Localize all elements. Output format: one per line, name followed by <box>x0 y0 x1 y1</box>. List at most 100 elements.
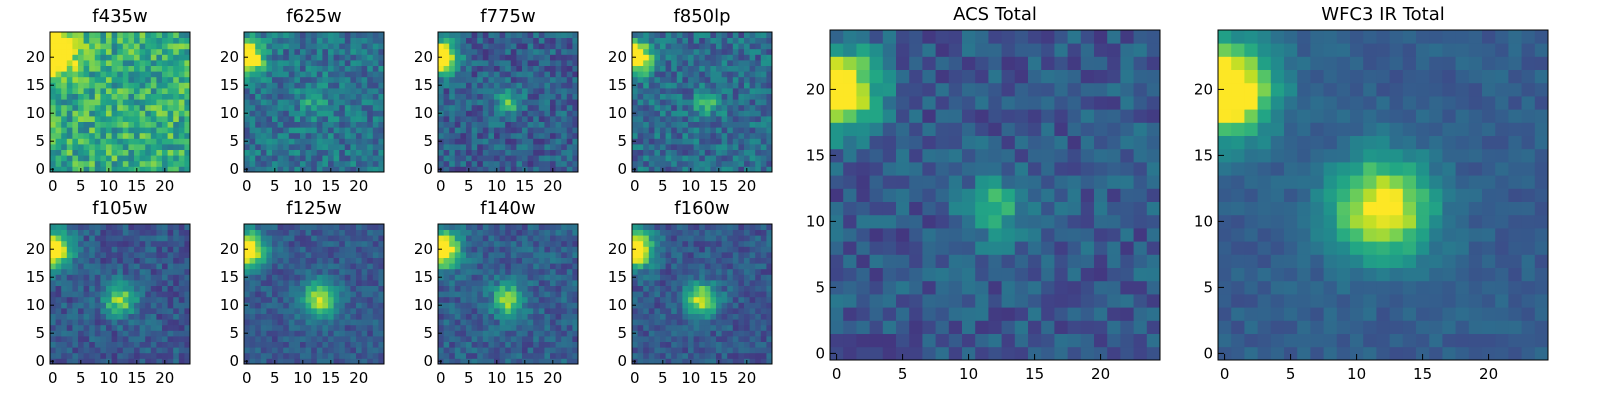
heatmap-cell <box>721 308 728 314</box>
heatmap-cell <box>710 285 717 292</box>
heatmap-cell <box>527 71 534 78</box>
heatmap-cell <box>632 296 638 303</box>
heatmap-cell <box>162 104 168 111</box>
heatmap-cell <box>749 144 756 150</box>
heatmap-cell <box>682 88 689 94</box>
heatmap-cell <box>294 32 301 38</box>
heatmap-cell <box>499 160 506 167</box>
heatmap-cell <box>173 155 180 162</box>
heatmap-cell <box>533 110 540 117</box>
heatmap-cell <box>106 246 112 253</box>
heatmap-cell <box>510 127 517 134</box>
heatmap-cell <box>738 121 745 128</box>
heatmap-cell <box>550 93 556 100</box>
heatmap-cell <box>732 71 739 78</box>
heatmap-cell <box>721 347 728 354</box>
heatmap-cell <box>654 144 661 150</box>
heatmap-cell <box>710 336 717 342</box>
heatmap-cell <box>505 229 512 236</box>
heatmap-cell <box>738 268 745 275</box>
heatmap-cell <box>721 302 728 309</box>
heatmap-cell <box>438 132 444 139</box>
heatmap-cell <box>294 347 301 354</box>
heatmap-cell <box>544 229 551 236</box>
heatmap-cell <box>561 352 568 359</box>
heatmap-cell <box>482 252 489 258</box>
heatmap-cell <box>744 268 750 275</box>
heatmap-cell <box>721 93 728 100</box>
heatmap-cell <box>361 43 368 50</box>
heatmap-cell <box>654 48 661 55</box>
heatmap-cell <box>134 324 140 331</box>
heatmap-cell <box>505 99 512 106</box>
heatmap-cell <box>111 37 118 44</box>
y-tick-label: 0 <box>229 160 239 178</box>
heatmap-cell <box>55 82 62 89</box>
heatmap-cell <box>471 280 478 286</box>
heatmap-cell <box>648 54 655 61</box>
heatmap-cell <box>288 93 295 100</box>
heatmap-cell <box>572 65 579 72</box>
heatmap-cell <box>654 104 661 111</box>
heatmap-cell <box>499 138 506 145</box>
heatmap-cell <box>277 268 284 275</box>
heatmap-cell <box>699 60 706 66</box>
heatmap-cell <box>749 341 756 348</box>
heatmap-cell <box>477 224 484 230</box>
heatmap-cell <box>255 319 262 326</box>
heatmap-cell <box>732 263 739 270</box>
heatmap-cell <box>544 308 551 314</box>
heatmap-cell <box>328 324 334 331</box>
heatmap-cell <box>372 76 379 83</box>
heatmap-cell <box>471 93 478 100</box>
heatmap-cell <box>83 76 90 83</box>
heatmap-cell <box>294 48 301 55</box>
heatmap-cell <box>378 110 385 117</box>
heatmap-cell <box>83 88 90 94</box>
heatmap-cell <box>294 319 301 326</box>
heatmap-cell <box>643 285 650 292</box>
heatmap-cell <box>454 104 461 111</box>
heatmap-cell <box>766 280 773 286</box>
heatmap-cell <box>333 82 340 89</box>
heatmap-cell <box>660 149 666 156</box>
heatmap-cell <box>122 54 129 61</box>
heatmap-cell <box>167 296 174 303</box>
heatmap-cell <box>443 60 450 66</box>
heatmap-cell <box>522 341 528 348</box>
heatmap-cell <box>305 324 312 331</box>
heatmap-cell <box>316 291 323 298</box>
heatmap-cell <box>721 132 728 139</box>
heatmap-cell <box>156 99 163 106</box>
heatmap-cell <box>316 82 323 89</box>
heatmap-cell <box>272 246 278 253</box>
heatmap-cell <box>83 99 90 106</box>
heatmap-cell <box>443 99 450 106</box>
heatmap-cell <box>294 330 301 337</box>
heatmap-cell <box>283 257 290 264</box>
heatmap-cell <box>538 138 545 145</box>
heatmap-cell <box>266 166 273 173</box>
heatmap-cell <box>106 240 112 247</box>
heatmap-cell <box>449 352 456 359</box>
heatmap-cell <box>766 319 773 326</box>
heatmap-cell <box>438 240 444 247</box>
heatmap-cell <box>173 330 180 337</box>
heatmap-cell <box>367 319 374 326</box>
heatmap-cell <box>550 246 556 253</box>
heatmap-cell <box>533 71 540 78</box>
x-tick-label: 0 <box>436 177 446 195</box>
heatmap-cell <box>128 257 135 264</box>
heatmap-cell <box>361 166 368 173</box>
heatmap-cell <box>704 324 711 331</box>
heatmap-cell <box>162 224 168 230</box>
heatmap-cell <box>721 166 728 173</box>
panel-f105w: f105w 0 5 10 15 20 0 5 10 15 20 <box>26 192 194 387</box>
heatmap-cell <box>716 352 722 359</box>
heatmap-cell <box>122 252 129 258</box>
heatmap-cell <box>732 132 739 139</box>
heatmap-cell <box>184 274 191 281</box>
heatmap-cell <box>311 302 318 309</box>
heatmap-cell <box>128 291 135 298</box>
heatmap-cell <box>533 60 540 66</box>
